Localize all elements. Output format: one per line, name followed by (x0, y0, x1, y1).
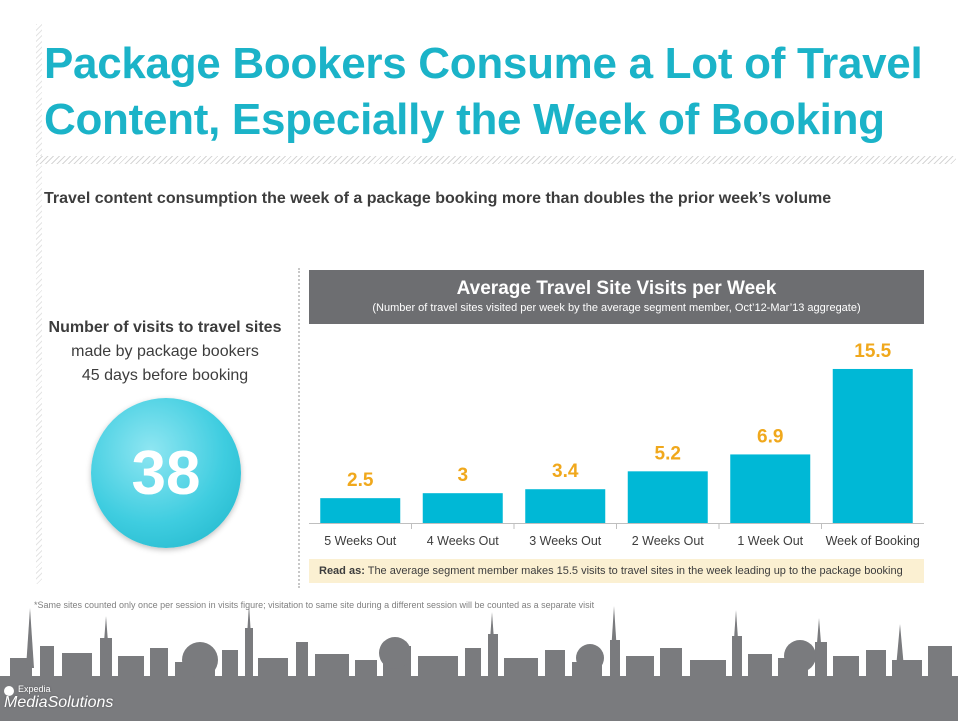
read-as-label: Read as: (319, 565, 365, 577)
bar-value-label-4: 6.9 (757, 426, 783, 447)
bar-value-label-0: 2.5 (347, 470, 374, 491)
stat-value: 38 (131, 438, 201, 508)
skyline-building-25 (748, 654, 772, 721)
skyline-spire-6 (815, 618, 823, 668)
skyline-building-9 (258, 658, 288, 721)
skyline-building-11 (315, 654, 349, 721)
expedia-logo-icon (4, 686, 14, 696)
bar-value-label-2: 3.4 (552, 461, 579, 482)
skyline-spire-5 (732, 610, 740, 668)
skyline-building-21 (626, 656, 654, 721)
skyline-spire-0 (26, 608, 34, 668)
bar-value-label-5: 15.5 (854, 341, 891, 362)
brand-logo: Expedia MediaSolutions (4, 684, 113, 712)
city-skyline-image (0, 604, 958, 721)
skyline-building-31 (928, 646, 952, 721)
skyline-building-7 (222, 650, 238, 721)
skyline-building-17 (504, 658, 538, 721)
skyline-building-2 (62, 653, 92, 721)
brand-line-2: MediaSolutions (4, 694, 114, 711)
skyline-building-16 (488, 634, 498, 721)
stat-circle: 38 (91, 398, 241, 548)
skyline-building-10 (296, 642, 308, 721)
chart-header: Average Travel Site Visits per Week (Num… (309, 270, 924, 324)
footnote: *Same sites counted only once per sessio… (34, 600, 595, 610)
x-tick-label-5: Week of Booking (826, 534, 920, 548)
bar-4 (730, 454, 811, 523)
x-tick-label-2: 3 Weeks Out (529, 534, 602, 548)
skyline-building-4 (118, 656, 144, 721)
skyline-dome-2 (576, 644, 604, 672)
skyline-spire-4 (610, 606, 618, 668)
skyline-spire-7 (896, 624, 904, 668)
skyline-building-20 (610, 640, 620, 721)
skyline-dome-0 (182, 642, 218, 678)
page-subtitle: Travel content consumption the week of a… (44, 190, 832, 207)
x-tick-label-1: 4 Weeks Out (427, 534, 500, 548)
skyline-building-28 (833, 656, 859, 721)
stat-line-3: 45 days before booking (81, 367, 249, 384)
chart-subtitle: (Number of travel sites visited per week… (372, 302, 861, 314)
skyline-building-14 (418, 656, 458, 721)
skyline-building-23 (690, 660, 726, 721)
skyline-spire-1 (102, 616, 110, 668)
skyline-building-0 (10, 658, 32, 721)
skyline-building-22 (660, 648, 682, 721)
vertical-divider (298, 268, 300, 588)
stat-line-1: Number of visits to travel sites (48, 319, 282, 336)
bar-3 (627, 471, 708, 523)
bar-0 (320, 498, 401, 523)
x-tick-label-3: 2 Weeks Out (632, 534, 705, 548)
skyline-spire-2 (245, 604, 253, 668)
bar-chart: 2.5 5 Weeks Out 3 4 Weeks Out 3.4 3 Weeks Out… (309, 341, 924, 548)
x-tick-label-4: 1 Week Out (737, 534, 803, 548)
bar-value-label-1: 3 (457, 465, 468, 486)
skyline-building-30 (892, 660, 922, 721)
stat-description: Number of visits to travel sites made by… (30, 316, 300, 388)
left-hatch-border (36, 24, 42, 584)
skyline-building-24 (732, 636, 742, 721)
stat-line-2: made by package bookers (71, 343, 259, 360)
chart-title: Average Travel Site Visits per Week (456, 278, 777, 299)
brand-line-1: Expedia (18, 684, 51, 694)
read-as-note: Read as: The average segment member make… (309, 559, 924, 583)
skyline-spire-3 (488, 612, 496, 668)
read-as-text: The average segment member makes 15.5 vi… (367, 565, 903, 577)
skyline-building-18 (545, 650, 565, 721)
page-title: Package Bookers Consume a Lot of Travel … (44, 39, 923, 144)
title-divider (36, 156, 956, 164)
bar-value-label-3: 5.2 (655, 443, 681, 464)
skyline-dome-3 (784, 640, 816, 672)
skyline-building-1 (40, 646, 54, 721)
skyline-building-12 (355, 660, 377, 721)
bar-1 (422, 493, 503, 523)
skyline-building-19 (572, 662, 602, 721)
skyline-building-15 (465, 648, 481, 721)
bar-2 (525, 489, 606, 523)
skyline-dome-1 (379, 637, 411, 669)
x-tick-label-0: 5 Weeks Out (324, 534, 397, 548)
skyline-building-5 (150, 648, 168, 721)
skyline-building-8 (245, 628, 253, 721)
skyline-building-29 (866, 650, 886, 721)
bar-5 (832, 368, 913, 523)
